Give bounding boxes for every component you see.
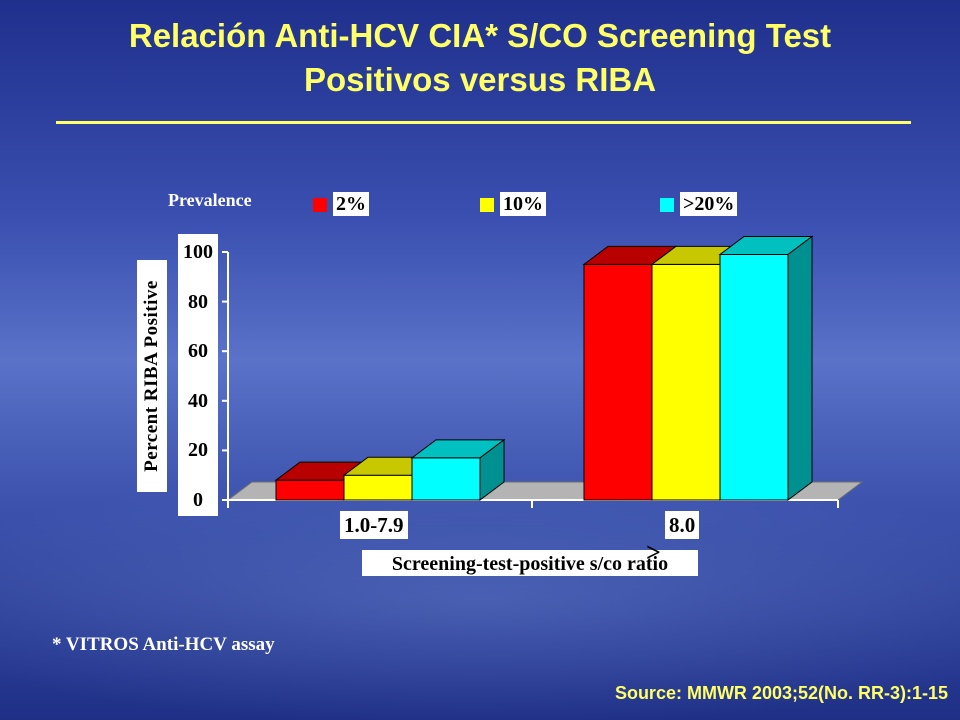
- footnote: * VITROS Anti-HCV assay: [52, 634, 275, 655]
- legend-swatch-20pct: [660, 198, 674, 212]
- legend-swatch-2pct: [313, 198, 327, 212]
- bar-front: [343, 474, 413, 501]
- slide-title: Relación Anti-HCV CIA* S/CO Screening Te…: [0, 14, 960, 102]
- y-tick-label: 40: [188, 389, 208, 412]
- y-tick-label: 0: [193, 489, 203, 511]
- legend-label-10pct: 10%: [500, 192, 546, 216]
- legend-label-2pct: 2%: [333, 192, 369, 216]
- y-tick-labels-box: [178, 234, 218, 516]
- y-tick-label: 20: [188, 439, 208, 462]
- x-category-label-2: 8.0: [665, 511, 700, 539]
- legend-swatch-10pct: [480, 198, 494, 212]
- title-underline: [56, 121, 911, 124]
- bar-front: [275, 479, 345, 501]
- source-citation: Source: MMWR 2003;52(No. RR-3):1-15: [614, 683, 948, 703]
- legend-label-20pct: >20%: [680, 192, 738, 216]
- title-line-1: Relación Anti-HCV CIA* S/CO Screening Te…: [128, 17, 832, 54]
- y-tick-label: 60: [188, 340, 208, 363]
- bar-front: [411, 457, 481, 501]
- bar-front: [719, 253, 789, 501]
- y-axis-label-box: [137, 260, 167, 492]
- greater-equal-symbol: >: [646, 538, 661, 567]
- x-axis-label: Screening-test-positive s/co ratio: [362, 550, 698, 576]
- y-tick-label: 100: [183, 241, 213, 263]
- bar-side: [479, 438, 505, 501]
- x-category-label-1: 1.0-7.9: [340, 511, 408, 539]
- legend-title: Prevalence: [168, 190, 252, 210]
- y-tick-label: 80: [188, 290, 208, 313]
- bar-front: [651, 263, 721, 501]
- bar-front: [583, 263, 653, 501]
- title-line-2: Positivos versus RIBA: [303, 61, 657, 98]
- bar-side: [787, 235, 813, 501]
